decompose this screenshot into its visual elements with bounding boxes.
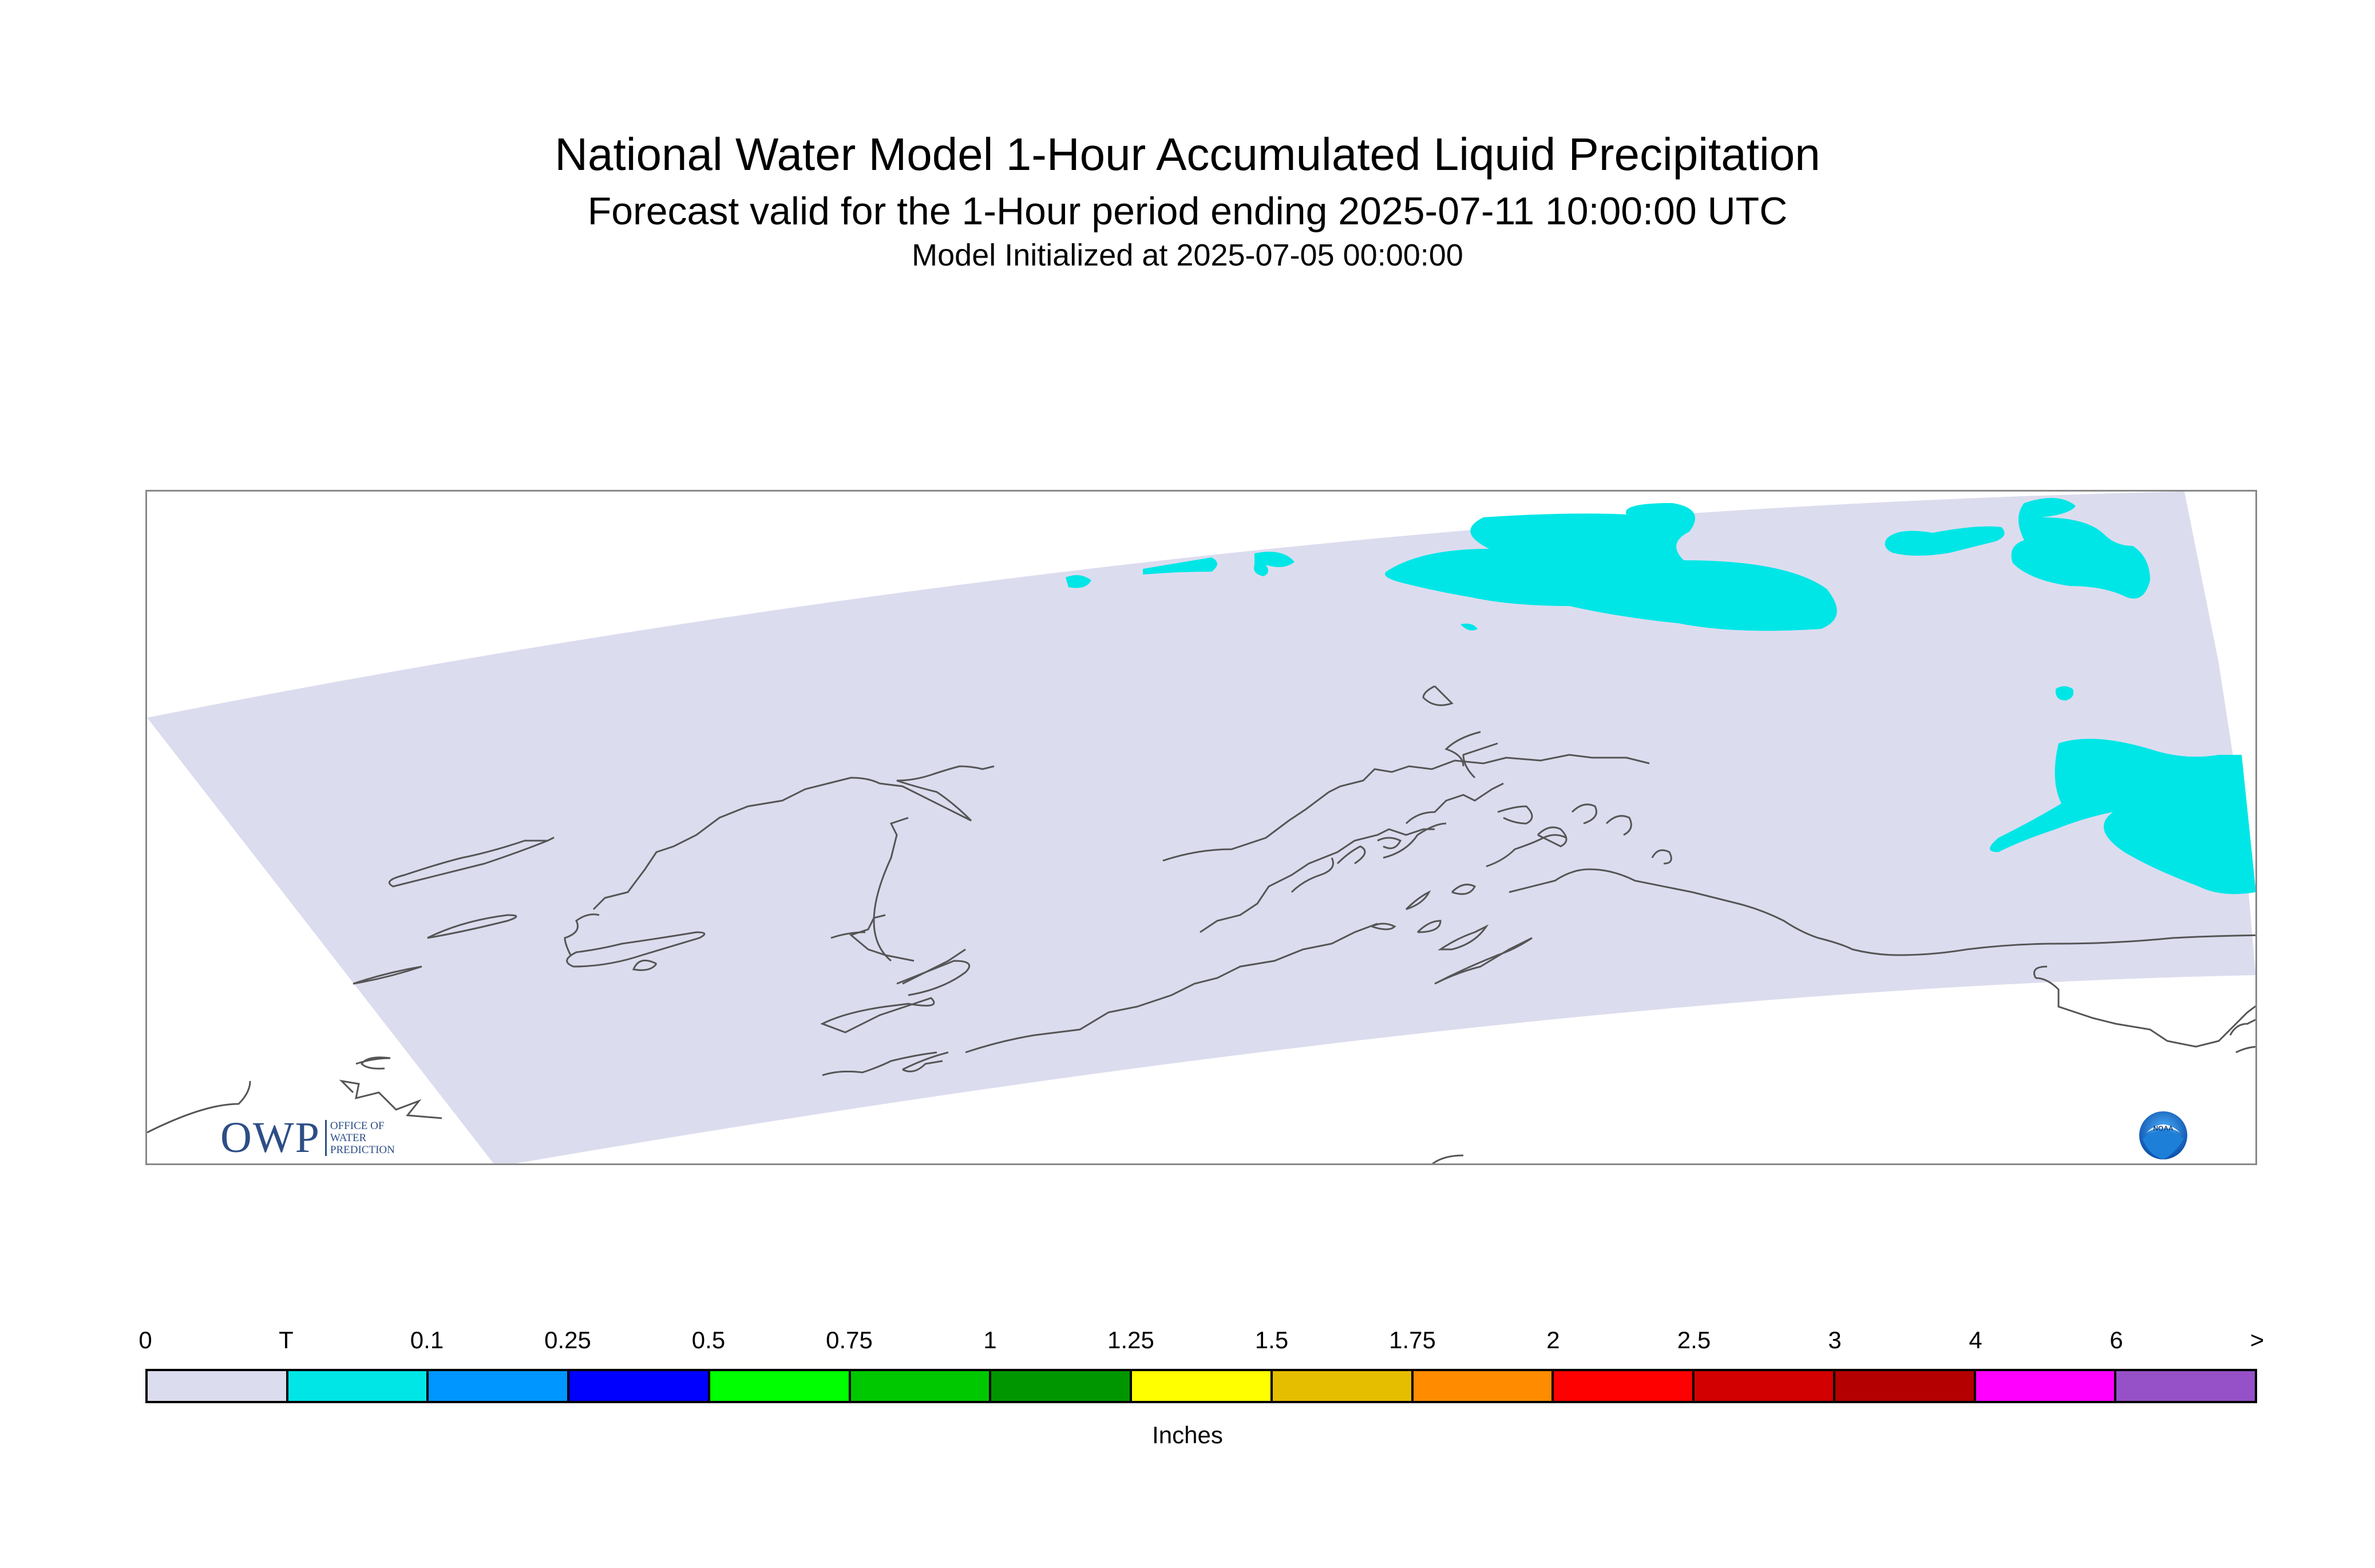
legend-swatch	[710, 1371, 851, 1401]
legend-tick-label: 2.5	[1677, 1327, 1711, 1353]
map-title: National Water Model 1-Hour Accumulated …	[555, 129, 1820, 180]
legend-swatch	[1554, 1371, 1695, 1401]
legend-tick-labels: 0 T 0.1 0.25 0.5 0.75 1 1.25 1.5 1.75 2 2.5 3 4 6 >	[138, 1327, 2264, 1361]
legend-tick-label: 1.25	[1107, 1327, 1154, 1353]
model-init-line: Model Initialized at 2025-07-05 00:00:00	[912, 238, 1463, 272]
owp-logo: OWP OFFICE OF WATER PREDICTION	[220, 1113, 395, 1162]
legend-swatch	[1976, 1371, 2117, 1401]
legend-swatch	[1695, 1371, 1835, 1401]
legend-swatch	[1272, 1371, 1414, 1401]
noaa-logo-text: NOAA	[2153, 1124, 2174, 1133]
noaa-logo: NOAA	[2139, 1111, 2187, 1159]
owp-logo-line3: PREDICTION	[330, 1143, 395, 1156]
coastline	[147, 685, 2255, 1163]
legend-tick-label: 4	[1969, 1327, 1982, 1353]
outside-domain	[147, 718, 494, 1163]
precip-area	[1143, 557, 1217, 575]
legend-swatch	[148, 1371, 288, 1401]
legend-tick-label: 0	[138, 1327, 152, 1353]
legend-swatch	[991, 1371, 1133, 1401]
owp-logo-line1: OFFICE OF	[330, 1119, 385, 1132]
precip-area	[1254, 552, 1295, 576]
legend-tick-label: 1.5	[1254, 1327, 1289, 1353]
legend-tick-label: 0.75	[826, 1327, 873, 1353]
legend-tick-label: 0.25	[544, 1327, 591, 1353]
precip-area	[2011, 498, 2150, 599]
legend-tick-label: 1.75	[1389, 1327, 1436, 1353]
model-domain	[147, 492, 2255, 1163]
map-frame	[145, 490, 2257, 1165]
legend-tick-label: 2	[1546, 1327, 1560, 1353]
legend-swatch	[429, 1371, 570, 1401]
legend-swatch	[850, 1371, 992, 1401]
owp-logo-letters: OWP	[220, 1113, 320, 1162]
precip-area	[1066, 575, 1091, 588]
legend-swatch	[1132, 1371, 1273, 1401]
legend-color-bar	[145, 1369, 2257, 1403]
legend-tick-label: 6	[2109, 1327, 2123, 1353]
legend-swatch	[1413, 1371, 1554, 1401]
owp-logo-line2: WATER	[330, 1131, 367, 1144]
legend-units: Inches	[1152, 1422, 1223, 1448]
precip-area	[1990, 739, 2255, 894]
legend-swatch	[288, 1371, 429, 1401]
legend-swatch	[569, 1371, 710, 1401]
outside-domain-right	[2184, 492, 2255, 972]
alaska-map	[147, 492, 2255, 1163]
map-subtitle: Forecast valid for the 1-Hour period end…	[587, 189, 1788, 233]
legend-swatch	[1835, 1371, 1976, 1401]
legend-swatch	[2116, 1371, 2255, 1401]
legend-tick-label: 0.1	[410, 1327, 444, 1353]
owp-logo-text: OFFICE OF WATER PREDICTION	[324, 1119, 395, 1156]
legend-tick-label: T	[279, 1327, 294, 1353]
precip-area	[1460, 623, 1478, 631]
legend-tick-label: >	[2250, 1327, 2265, 1353]
precip-area	[1385, 503, 1837, 631]
legend-tick-label: 1	[983, 1327, 997, 1353]
precip-areas	[1066, 498, 2255, 894]
legend-tick-label: 0.5	[691, 1327, 726, 1353]
precip-area	[1885, 526, 2005, 556]
precip-area	[2055, 686, 2074, 700]
legend-tick-label: 3	[1828, 1327, 1842, 1353]
